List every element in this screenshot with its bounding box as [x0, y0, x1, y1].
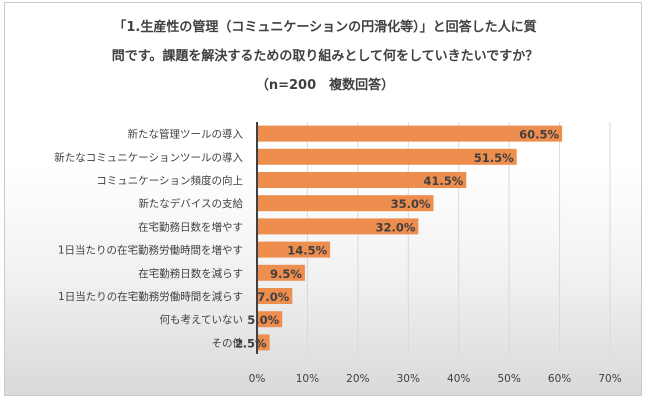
- category-label: その他: [212, 336, 244, 349]
- x-tick-label: 70%: [598, 373, 621, 385]
- value-label: 9.5%: [270, 267, 302, 281]
- value-label: 14.5%: [287, 244, 327, 258]
- bar: [257, 334, 270, 351]
- bar: [257, 264, 305, 281]
- bar: [257, 311, 283, 328]
- bar: [257, 195, 434, 212]
- chart-title-line-2: 問です。課題を解決するための取り組みとして何をしていきたいですか？: [111, 49, 539, 64]
- value-label: 60.5%: [519, 128, 559, 142]
- value-label: 51.5%: [474, 151, 514, 165]
- category-label: 新たな管理ツールの導入: [128, 128, 244, 141]
- category-label: 1日当たりの在宅勤務労働時間を増やす: [58, 244, 243, 257]
- value-label: 2.5%: [235, 336, 267, 350]
- category-label: 1日当たりの在宅勤務労働時間を減らす: [58, 290, 243, 303]
- value-label: 32.0%: [375, 220, 415, 234]
- x-tick-label: 20%: [346, 373, 369, 385]
- x-tick-label: 10%: [296, 373, 319, 385]
- value-label: 5.0%: [247, 313, 279, 327]
- bar: [257, 241, 331, 258]
- x-tick-label: 0%: [249, 373, 266, 385]
- category-label: 新たなデバイスの支給: [138, 197, 243, 210]
- bar: [257, 288, 293, 304]
- bar: [257, 148, 517, 165]
- category-label: 新たなコミュニケーションツールの導入: [54, 151, 243, 164]
- category-label: 何も考えていない: [160, 313, 243, 326]
- bar: [257, 172, 467, 188]
- chart-title-line-3: （n=200 複数回答）: [255, 78, 395, 93]
- x-tick-label: 60%: [548, 373, 571, 385]
- x-tick-label: 50%: [497, 373, 520, 385]
- value-label: 35.0%: [391, 197, 431, 211]
- category-label: 在宅勤務日数を増やす: [138, 220, 243, 233]
- bar: [257, 125, 563, 142]
- x-tick-label: 40%: [447, 373, 470, 385]
- x-tick-label: 30%: [397, 373, 420, 385]
- bar: [257, 218, 419, 235]
- category-label: 在宅勤務日数を減らす: [138, 267, 243, 280]
- category-label: コミュニケーション頻度の向上: [96, 174, 243, 187]
- value-label: 7.0%: [257, 290, 289, 304]
- value-label: 41.5%: [423, 174, 463, 188]
- chart-title-line-1: 「1.生産性の管理（コミュニケーションの円滑化等）」と回答した人に質: [113, 20, 537, 35]
